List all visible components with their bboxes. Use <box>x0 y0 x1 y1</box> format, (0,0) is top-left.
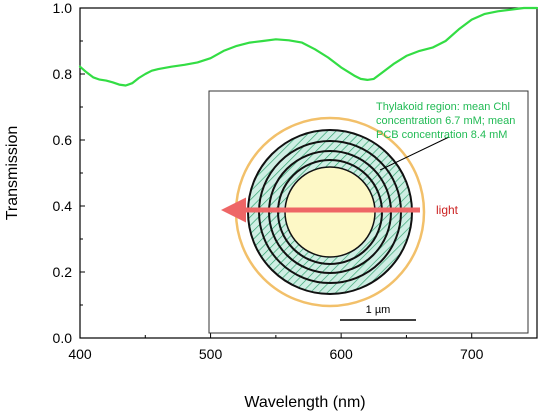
x-tick-label: 400 <box>68 346 92 362</box>
axes: 400 500 600 700 0.0 0.2 0.4 0.6 0.8 1.0 <box>53 0 538 362</box>
y-tick-label: 0.4 <box>53 198 73 214</box>
y-tick-label: 0.2 <box>53 264 73 280</box>
x-axis-label: Wavelength (nm) <box>244 394 365 411</box>
y-axis-label: Transmission <box>4 126 21 221</box>
label-leader-line <box>379 136 450 171</box>
scale-bar-label: 1 µm <box>366 304 391 316</box>
x-tick-label: 700 <box>460 346 484 362</box>
inset-schematic: light Thylakoid region: mean Chl concent… <box>208 90 529 334</box>
thylakoid-label-line-1: Thylakoid region: mean Chl <box>376 101 510 113</box>
light-label: light <box>436 203 459 217</box>
y-tick-label: 1.0 <box>53 0 73 16</box>
x-tick-label: 600 <box>329 346 353 362</box>
thylakoid-label-line-2: concentration 6.7 mM; mean <box>376 115 515 127</box>
y-tick-label: 0.8 <box>53 66 73 82</box>
x-tick-label: 500 <box>199 346 223 362</box>
y-tick-label: 0.6 <box>53 132 73 148</box>
thylakoid-label-line-3: PCB concentration 8.4 mM <box>376 129 507 141</box>
transmission-series-line <box>78 6 538 87</box>
curve-layer <box>78 6 538 87</box>
y-tick-label: 0.0 <box>53 330 73 346</box>
